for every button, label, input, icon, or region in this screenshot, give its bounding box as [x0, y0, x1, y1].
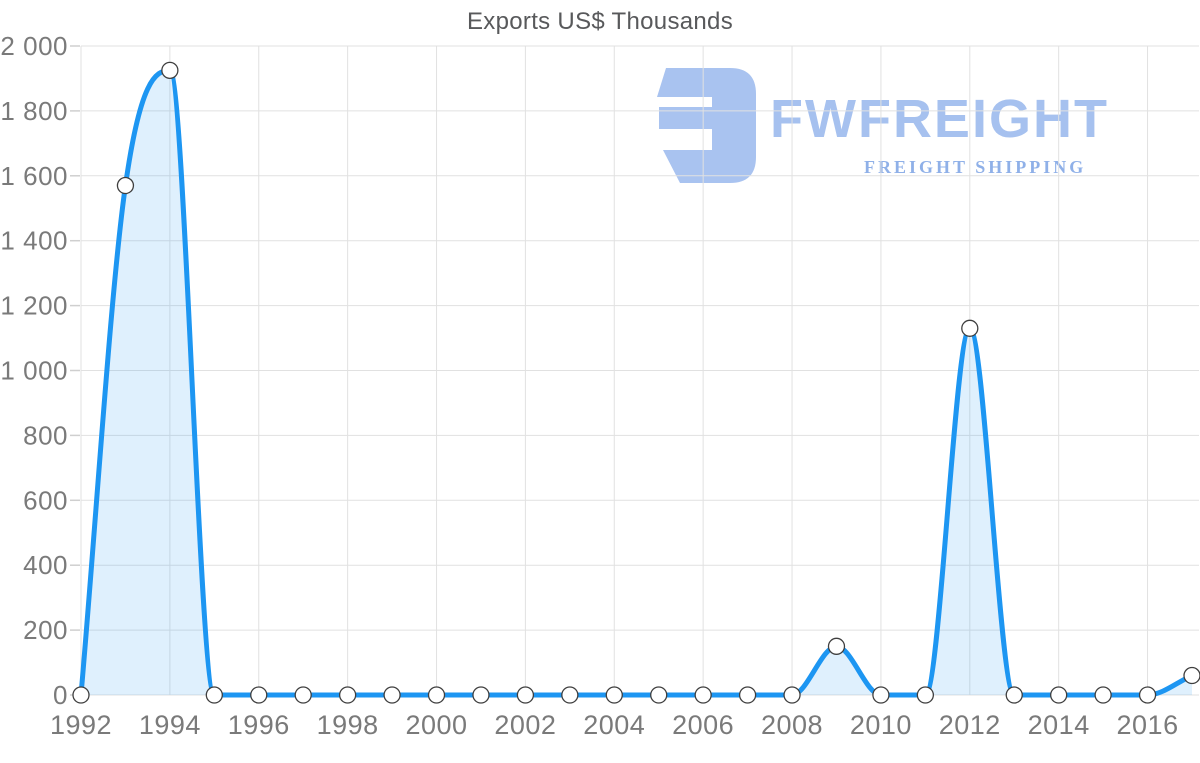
y-tick-label: 600 [23, 485, 68, 515]
data-point-1995[interactable] [205, 686, 223, 704]
data-point-2012[interactable] [961, 319, 979, 337]
x-tick-label: 2008 [761, 710, 823, 740]
data-point-1993[interactable] [116, 176, 135, 195]
y-tick-label: 400 [23, 550, 68, 580]
data-point-1992[interactable] [72, 686, 90, 704]
data-point-2006[interactable] [694, 686, 712, 704]
data-point-2017[interactable] [1183, 666, 1200, 685]
data-point-2015[interactable] [1094, 686, 1112, 704]
x-tick-label: 2000 [405, 710, 467, 740]
y-tick-label: 1 800 [0, 96, 68, 126]
y-tick-label: 1 400 [0, 226, 68, 256]
data-point-1996[interactable] [250, 686, 268, 704]
x-tick-label: 2016 [1117, 710, 1179, 740]
y-tick-label: 1 000 [0, 356, 68, 386]
y-tick-label: 1 600 [0, 161, 68, 191]
data-point-2016[interactable] [1138, 686, 1157, 704]
y-tick-label: 800 [23, 420, 68, 450]
series-line [78, 67, 1195, 698]
x-tick-label: 2006 [672, 710, 734, 740]
data-point-2005[interactable] [650, 686, 668, 704]
data-point-2010[interactable] [872, 686, 890, 704]
data-point-2002[interactable] [516, 686, 535, 704]
data-point-1994[interactable] [161, 61, 179, 79]
y-tick-label: 2 000 [0, 31, 68, 61]
x-tick-label: 2010 [850, 710, 912, 740]
x-tick-label: 1994 [139, 710, 201, 740]
data-point-2004[interactable] [605, 686, 623, 704]
data-point-2014[interactable] [1050, 686, 1068, 704]
data-point-1998[interactable] [338, 686, 357, 704]
x-tick-label: 2012 [939, 710, 1001, 740]
y-tick-label: 200 [23, 615, 68, 645]
x-tick-label: 1996 [228, 710, 290, 740]
data-point-2001[interactable] [472, 686, 490, 704]
data-point-2000[interactable] [427, 686, 446, 704]
x-tick-label: 2004 [583, 710, 645, 740]
chart-title: Exports US$ Thousands [467, 8, 733, 35]
data-point-1997[interactable] [294, 686, 312, 704]
data-point-2009[interactable] [827, 637, 846, 655]
x-tick-label: 2002 [494, 710, 556, 740]
x-tick-label: 1998 [317, 710, 379, 740]
series-area [81, 70, 1192, 695]
x-tick-label: 2014 [1028, 710, 1090, 740]
data-point-2007[interactable] [738, 686, 757, 704]
data-point-2013[interactable] [1005, 686, 1023, 704]
data-point-2011[interactable] [916, 686, 935, 704]
data-point-2008[interactable] [783, 686, 801, 704]
data-point-1999[interactable] [383, 686, 401, 704]
x-tick-label: 1992 [50, 710, 112, 740]
data-point-2003[interactable] [561, 686, 579, 704]
y-tick-label: 1 200 [0, 291, 68, 321]
y-tick-label: 0 [53, 680, 68, 710]
